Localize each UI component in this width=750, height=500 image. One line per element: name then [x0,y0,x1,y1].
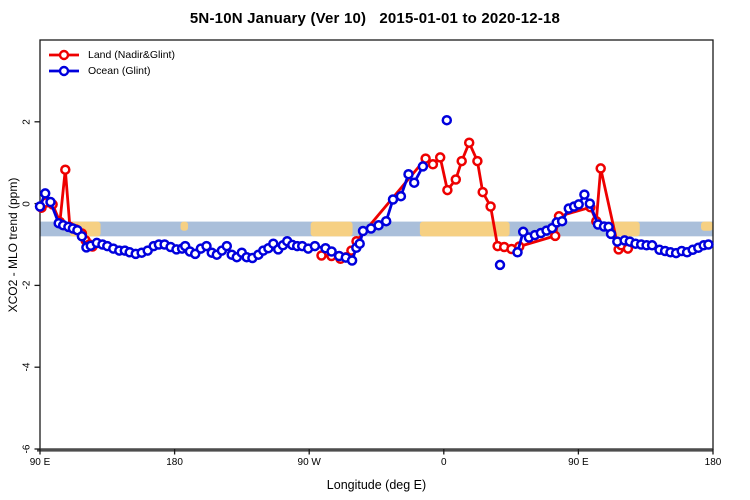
data-point-land [427,159,439,170]
data-point-ocean [417,161,429,172]
x-tick-label: 180 [166,457,183,468]
ocean-marker-icon [49,65,79,77]
data-point-ocean [395,190,407,202]
y-tick-label: -4 [21,362,33,372]
x-tick-label: 90 E [29,457,51,468]
data-point-land [450,174,462,185]
data-point-ocean [380,215,392,227]
y-axis-label: XCO2 - MLO trend (ppm) [6,177,20,313]
surface-band-land-segment [310,221,353,237]
data-point-ocean [346,255,358,266]
data-point-ocean [403,168,414,180]
data-point-ocean [354,238,365,249]
legend: Land (Nadir&Glint) Ocean (Glint) [48,47,175,79]
data-point-land [434,152,446,163]
data-point-land [60,164,71,175]
data-point-ocean [703,239,714,250]
data-point-ocean [34,201,46,212]
legend-item-ocean: Ocean (Glint) [48,63,175,79]
x-tick-label: 180 [704,457,722,468]
data-point-ocean [45,196,56,208]
y-tick-label: -6 [21,444,33,454]
x-tick-label: 90 E [568,457,589,468]
land-marker-icon [49,49,79,61]
legend-item-land: Land (Nadir&Glint) [48,47,175,63]
data-point-ocean [408,177,420,188]
data-point-land [463,137,475,148]
data-point-ocean [579,189,590,200]
legend-label-ocean: Ocean (Glint) [88,65,151,77]
data-point-ocean [512,247,523,258]
data-point-ocean [441,114,453,126]
y-tick-label: 2 [21,119,33,125]
data-point-ocean [373,220,384,231]
chart-title: 5N-10N January (Ver 10) 2015-01-01 to 20… [189,10,561,27]
data-point-ocean [201,240,212,252]
surface-band-land-segment [180,221,189,231]
data-point-ocean [584,198,596,209]
data-point-ocean [573,199,584,210]
x-tick-label: 0 [441,457,447,468]
data-point-ocean [309,240,321,252]
legend-label-land: Land (Nadir&Glint) [88,49,175,61]
data-point-land [595,163,606,174]
data-point-ocean [221,240,233,252]
y-tick-label: 0 [21,200,33,207]
data-point-ocean [39,188,51,199]
plot-border [39,39,714,450]
data-point-land [485,201,496,212]
surface-band-land-segment [701,221,713,231]
surface-band-land-segment [419,221,510,237]
data-point-ocean [494,259,506,271]
data-point-ocean [646,240,658,251]
data-point-ocean [76,231,88,242]
data-point-land [442,184,453,196]
x-axis-label: Longitude (deg E) [326,478,427,492]
y-tick-label: -2 [21,280,33,290]
data-point-land [456,155,467,167]
surface-band-land-segment [609,221,640,237]
data-point-ocean [605,228,617,240]
data-point-land [477,186,488,198]
data-point-ocean [556,215,568,227]
x-tick-label: 90 W [297,457,321,468]
data-point-land [472,155,483,167]
data-point-ocean [326,246,337,257]
